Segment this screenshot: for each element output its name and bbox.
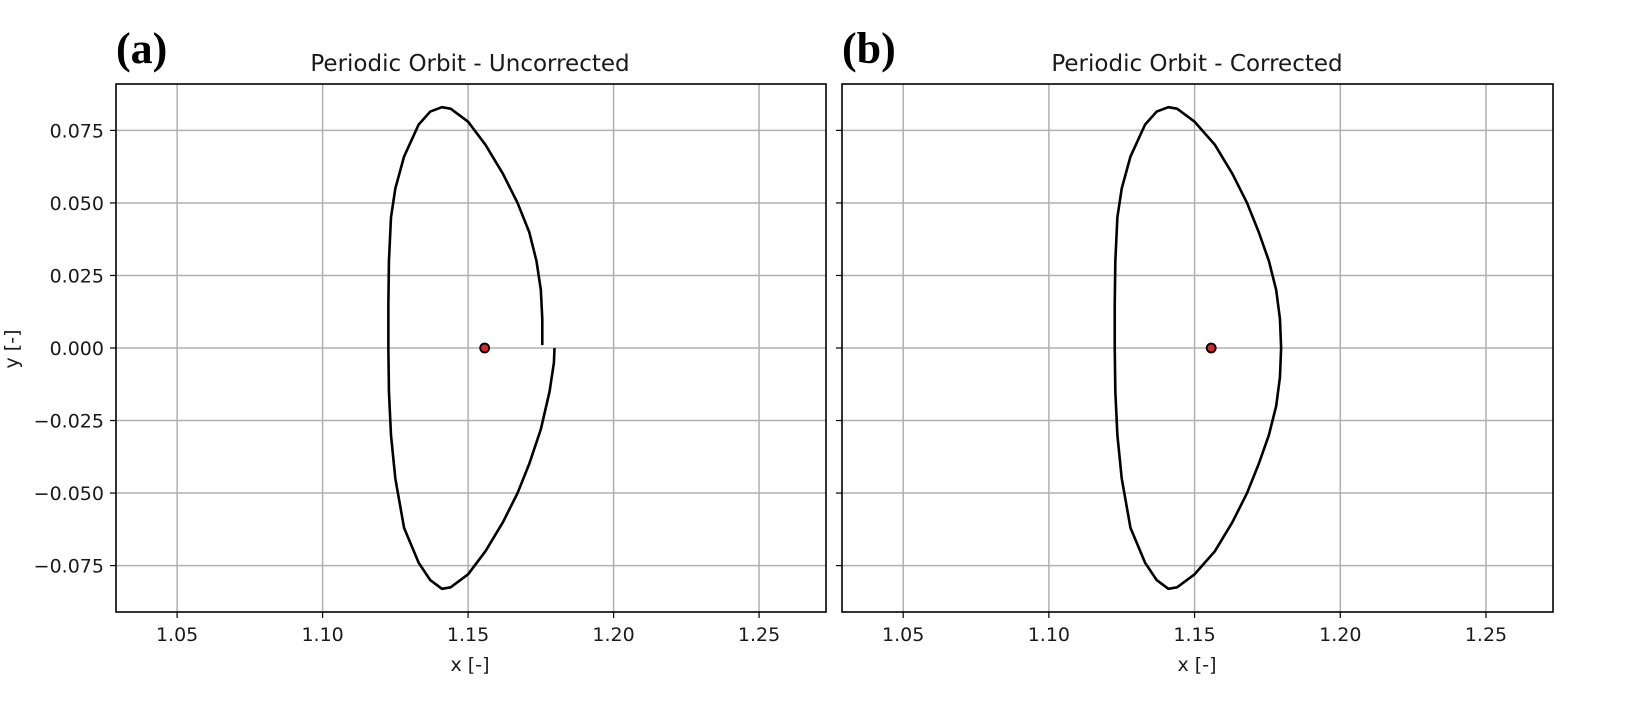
panel-b-label: (b) [842, 24, 896, 73]
panel-a-x-tick-label: 1.25 [738, 624, 780, 646]
panel-b-x-tick-label: 1.15 [1173, 624, 1215, 646]
panel-a-label: (a) [116, 24, 167, 73]
panel-a-y-axis-label: y [-] [1, 330, 23, 369]
panel-a-y-tick-label: −0.050 [34, 483, 104, 505]
panel-a-y-tick-label: −0.025 [34, 411, 104, 433]
panel-a-y-tick-label: −0.075 [34, 556, 104, 578]
panel-b-orbit-line [1113, 105, 1283, 591]
panel-a-y-tick-label: 0.000 [50, 338, 104, 360]
panel-a-x-axis-label: x [-] [451, 654, 490, 676]
panel-a-orbit-line [387, 105, 556, 591]
panel-b-x-tick-label: 1.10 [1028, 624, 1070, 646]
panel-a-x-tick-label: 1.15 [447, 624, 489, 646]
panel-b-x-tick-label: 1.20 [1319, 624, 1361, 646]
panel-a-x-tick-label: 1.05 [156, 624, 198, 646]
panel-a-y-tick-label: 0.050 [50, 193, 104, 215]
panel-b-marker-point [1205, 342, 1217, 354]
panel-b: 1.05 1.10 1.15 1.20 1.25 (b) Periodic Orbit … [836, 24, 1554, 676]
panel-b-title: Periodic Orbit - Corrected [1051, 51, 1342, 77]
panel-a-plot-area: 1.05 1.10 1.15 1.20 1.25 0.075 0.050 0.025 0.000… [34, 83, 827, 646]
panel-b-plot-area: 1.05 1.10 1.15 1.20 1.25 [836, 83, 1554, 646]
panel-a-x-tick-label: 1.20 [592, 624, 634, 646]
panel-a-title: Periodic Orbit - Uncorrected [310, 51, 629, 77]
panel-a-x-tick-label: 1.10 [301, 624, 343, 646]
panel-b-x-axis-label: x [-] [1178, 654, 1217, 676]
panel-a-marker-point [479, 342, 491, 354]
panel-b-x-tick-label: 1.05 [882, 624, 924, 646]
panel-a-y-tick-label: 0.075 [50, 120, 104, 142]
panel-a-y-tick-label: 0.025 [50, 265, 104, 287]
panel-a: 1.05 1.10 1.15 1.20 1.25 0.075 0.050 0.025 0.000… [1, 24, 827, 676]
panel-b-x-tick-label: 1.25 [1465, 624, 1507, 646]
